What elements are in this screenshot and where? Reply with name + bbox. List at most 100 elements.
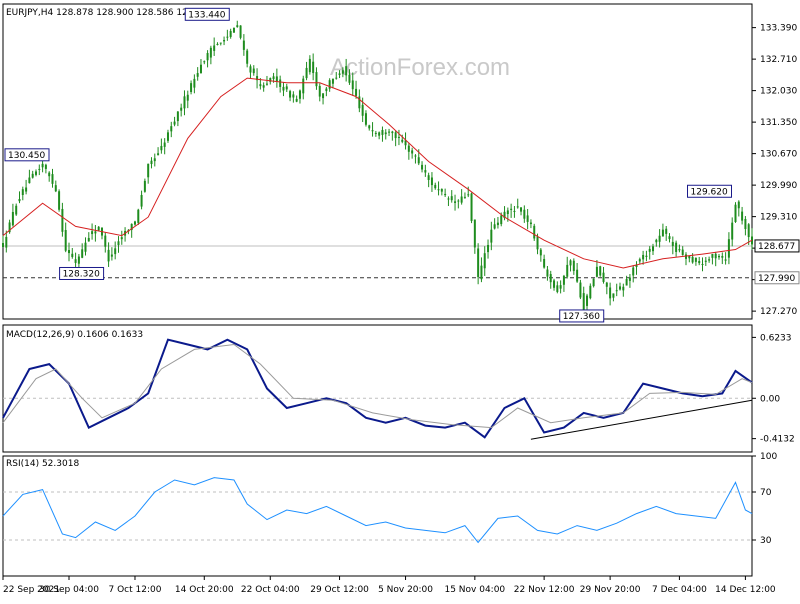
price-candle-body	[216, 43, 219, 45]
price-candle-body	[338, 73, 341, 75]
price-candle-body	[477, 248, 480, 278]
price-candle-body	[368, 125, 371, 129]
macd-series-macd	[2, 338, 753, 439]
price-candle-body	[602, 272, 605, 282]
price-candle-body	[582, 293, 585, 310]
price-candle-body	[104, 235, 107, 247]
price-candle-body	[203, 61, 206, 63]
price-candle-body	[675, 242, 678, 252]
x-axis-tick-label: 29 Nov 20:00	[580, 585, 641, 595]
price-candle-body	[94, 231, 97, 234]
price-candle-body	[130, 223, 133, 230]
price-candle-body	[355, 88, 358, 96]
price-candle-body	[242, 40, 245, 50]
price-candle-body	[196, 73, 199, 77]
x-axis-tick-label: 22 Nov 12:00	[514, 585, 575, 595]
price-candle-body	[467, 194, 470, 196]
price-candle-body	[734, 204, 737, 222]
price-candle-body	[731, 222, 734, 240]
price-candle-body	[440, 189, 443, 192]
price-candle-body	[239, 25, 242, 38]
price-candle-body	[163, 142, 166, 147]
price-candle-body	[394, 132, 397, 139]
macd-trendline	[530, 399, 753, 440]
price-candle-body	[351, 80, 354, 90]
price-candle-body	[473, 219, 476, 248]
macd-series-signal	[2, 343, 753, 429]
price-candle-body	[199, 64, 202, 74]
price-candle-body	[358, 96, 361, 109]
price-candle-body	[318, 85, 321, 97]
price-candle-body	[619, 286, 622, 290]
price-candle-body	[71, 253, 74, 257]
price-candle-body	[556, 285, 559, 292]
price-candle-body	[694, 257, 697, 262]
price-candle-body	[97, 226, 100, 231]
price-candle-body	[265, 83, 268, 85]
macd-panel-frame	[2, 324, 753, 453]
price-candle-body	[724, 259, 727, 261]
price-candle-body	[193, 78, 196, 88]
price-candle-body	[417, 157, 420, 164]
moving-average-line	[2, 77, 753, 269]
price-candle-body	[444, 193, 447, 196]
price-candle-body	[685, 254, 688, 259]
price-candle-body	[450, 196, 453, 201]
price-candle-body	[137, 209, 140, 223]
price-candle-body	[51, 174, 54, 184]
price-candle-body	[341, 70, 344, 74]
price-candle-body	[503, 211, 506, 219]
macd-y-tick-label: -0.4132	[760, 435, 795, 445]
price-candle-body	[223, 39, 226, 42]
price-candle-body	[160, 145, 163, 151]
price-candle-body	[727, 239, 730, 258]
price-candle-body	[272, 76, 275, 80]
price-candle-body	[642, 254, 645, 260]
price-candle-body	[252, 68, 255, 74]
price-candle-body	[44, 164, 47, 169]
x-axis-tick-label: 14 Dec 12:00	[715, 585, 776, 595]
price-candle-body	[632, 267, 635, 276]
price-candle-body	[635, 265, 638, 267]
price-candle-body	[737, 201, 740, 209]
price-candle-body	[2, 243, 4, 248]
price-candle-body	[628, 277, 631, 281]
price-candle-body	[460, 196, 463, 203]
price-candle-body	[209, 47, 212, 58]
price-candle-body	[31, 173, 34, 178]
price-candle-body	[305, 67, 308, 79]
price-candle-body	[166, 132, 169, 141]
price-candle-body	[364, 113, 367, 125]
price-annotation-label: 128.320	[63, 269, 100, 279]
price-candle-body	[58, 191, 61, 210]
price-candle-body	[516, 206, 519, 208]
price-annotation-label: 127.360	[563, 312, 600, 322]
price-candle-body	[407, 145, 410, 152]
price-candle-body	[298, 90, 301, 99]
x-axis-tick-label: 22 Sep 2021	[3, 585, 60, 595]
price-candle-body	[424, 170, 427, 173]
price-candle-body	[638, 259, 641, 262]
x-axis-tick-label: 7 Oct 12:00	[109, 585, 162, 595]
price-candle-body	[500, 215, 503, 225]
price-candle-body	[625, 279, 628, 286]
price-candle-body	[84, 242, 87, 252]
price-candle-body	[576, 269, 579, 282]
price-candle-body	[741, 211, 744, 221]
price-candle-body	[279, 79, 282, 87]
price-candle-body	[688, 255, 691, 259]
price-candle-body	[747, 224, 750, 238]
price-candle-body	[315, 72, 318, 87]
rsi-y-tick-label: 70	[760, 488, 772, 498]
price-candle-body	[183, 96, 186, 109]
price-candle-body	[295, 98, 298, 102]
price-candle-body	[520, 207, 523, 212]
price-candle-body	[348, 74, 351, 83]
rsi-y-tick-label: 30	[760, 536, 772, 546]
x-axis-tick-label: 15 Nov 04:00	[444, 585, 505, 595]
price-candle-body	[708, 259, 711, 261]
price-candle-body	[506, 210, 509, 215]
macd-panel-title: MACD(12,26,9) 0.1606 0.1633	[6, 330, 143, 340]
